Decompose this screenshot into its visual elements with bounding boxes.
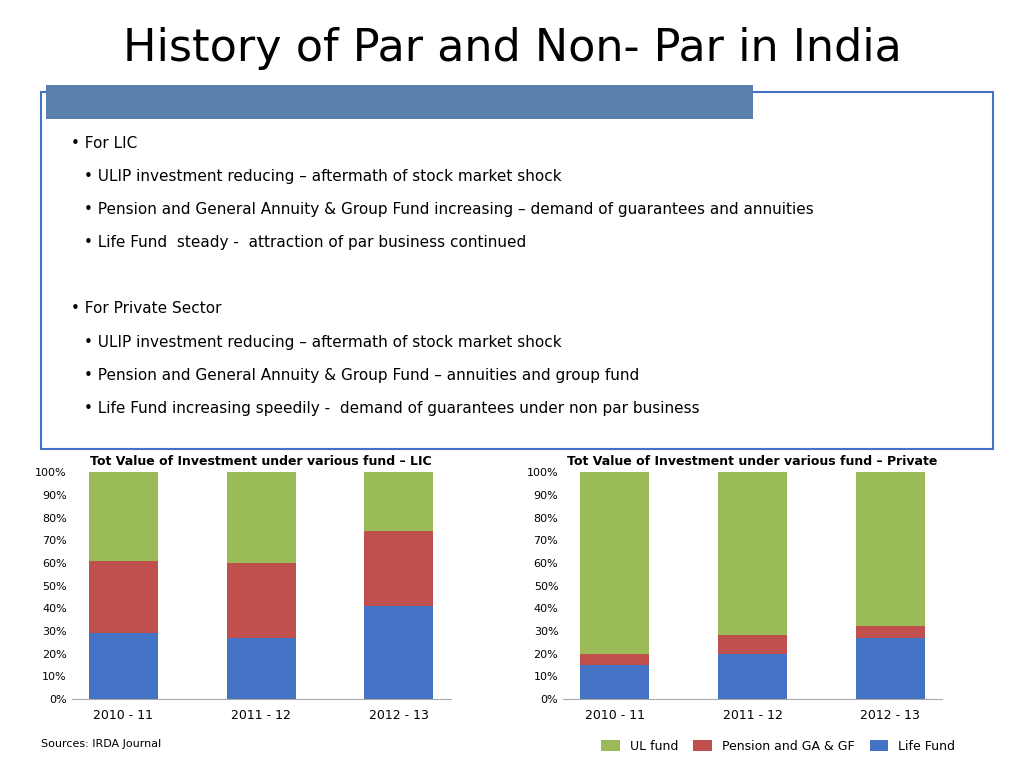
- Text: History of Par and Non- Par in India: History of Par and Non- Par in India: [123, 27, 901, 70]
- Text: • Pension and General Annuity & Group Fund increasing – demand of guarantees and: • Pension and General Annuity & Group Fu…: [84, 202, 814, 217]
- Text: • Life Fund increasing speedily -  demand of guarantees under non par business: • Life Fund increasing speedily - demand…: [84, 401, 699, 415]
- Text: Total value of Investments under various funds from 2011 to 2013: Total value of Investments under various…: [56, 94, 563, 110]
- Text: • Pension and General Annuity & Group Fund – annuities and group fund: • Pension and General Annuity & Group Fu…: [84, 368, 639, 382]
- Text: • ULIP investment reducing – aftermath of stock market shock: • ULIP investment reducing – aftermath o…: [84, 335, 562, 349]
- Text: • For Private Sector: • For Private Sector: [71, 302, 221, 316]
- FancyBboxPatch shape: [25, 84, 774, 120]
- Bar: [856, 627, 925, 637]
- Bar: [89, 633, 158, 699]
- Bar: [89, 472, 158, 561]
- Bar: [718, 472, 787, 635]
- Title: Tot Value of Investment under various fund – LIC: Tot Value of Investment under various fu…: [90, 455, 432, 468]
- Bar: [581, 654, 649, 665]
- Text: • ULIP investment reducing – aftermath of stock market shock: • ULIP investment reducing – aftermath o…: [84, 169, 562, 184]
- Bar: [226, 637, 296, 699]
- Bar: [718, 635, 787, 654]
- Bar: [718, 654, 787, 699]
- Title: Tot Value of Investment under various fund – Private: Tot Value of Investment under various fu…: [567, 455, 938, 468]
- Bar: [365, 606, 433, 699]
- Bar: [365, 531, 433, 606]
- Bar: [856, 472, 925, 627]
- Bar: [226, 563, 296, 637]
- Bar: [89, 561, 158, 633]
- Text: • For LIC: • For LIC: [71, 136, 137, 151]
- Text: Sources: IRDA Journal: Sources: IRDA Journal: [41, 739, 161, 749]
- Bar: [581, 665, 649, 699]
- Bar: [365, 472, 433, 531]
- Text: • Life Fund  steady -  attraction of par business continued: • Life Fund steady - attraction of par b…: [84, 235, 526, 250]
- Bar: [581, 472, 649, 654]
- Bar: [226, 472, 296, 563]
- Legend: UL fund, Pension and GA & GF, Life Fund: UL fund, Pension and GA & GF, Life Fund: [596, 735, 961, 758]
- Bar: [856, 637, 925, 699]
